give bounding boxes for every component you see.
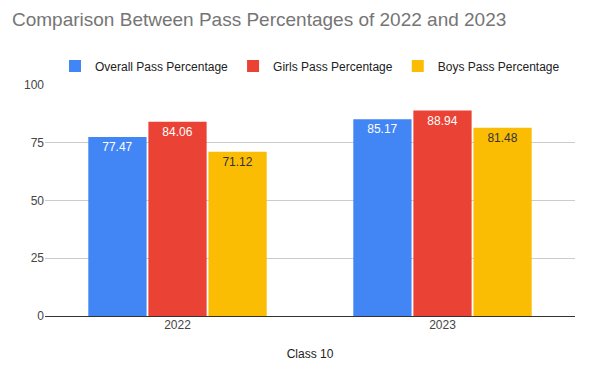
svg-text:Boys Pass Percentage: Boys Pass Percentage (438, 60, 560, 74)
svg-text:100: 100 (24, 78, 44, 92)
svg-text:84.06: 84.06 (162, 125, 192, 139)
svg-text:81.48: 81.48 (487, 131, 517, 145)
svg-text:71.12: 71.12 (222, 155, 252, 169)
svg-text:2023: 2023 (429, 318, 456, 332)
svg-text:77.47: 77.47 (102, 140, 132, 154)
svg-text:Overall Pass Percentage: Overall Pass Percentage (95, 60, 228, 74)
svg-text:75: 75 (31, 136, 45, 150)
svg-text:25: 25 (31, 251, 45, 265)
svg-text:Comparison Between Pass Percen: Comparison Between Pass Percentages of 2… (12, 9, 506, 30)
svg-text:0: 0 (37, 309, 44, 323)
svg-text:Class 10: Class 10 (287, 347, 334, 361)
svg-text:2022: 2022 (164, 318, 191, 332)
svg-text:Girls Pass Percentage: Girls Pass Percentage (273, 60, 393, 74)
svg-text:85.17: 85.17 (367, 122, 397, 136)
svg-text:50: 50 (31, 194, 45, 208)
svg-text:88.94: 88.94 (427, 114, 457, 128)
